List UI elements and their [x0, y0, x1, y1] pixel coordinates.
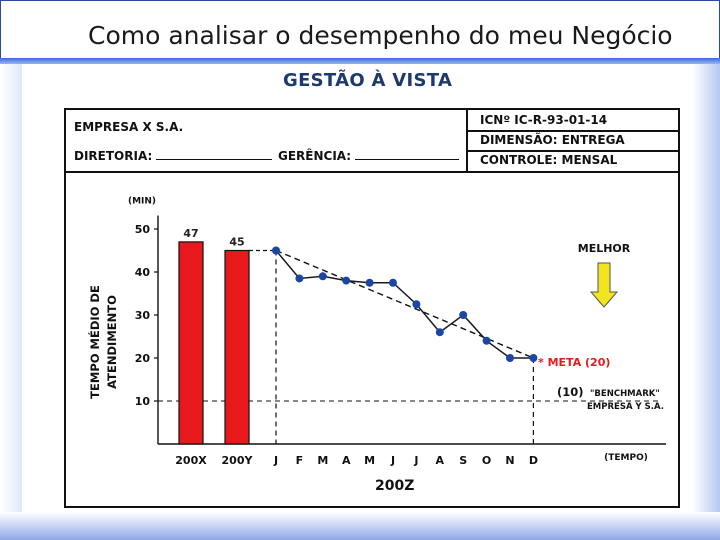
- y-unit-label: (MIN): [128, 197, 156, 207]
- bar-category-label: 200X: [175, 454, 207, 467]
- trend-line: [275, 249, 534, 359]
- chart-svg: 10 20 30 40 50 (MIN) TEMPO MÉDIO DE ATENDIMENTO…: [87, 197, 666, 494]
- bottom-decoration: [0, 512, 720, 540]
- header-row-line-1: [468, 130, 678, 132]
- y-axis-title-line1: TEMPO MÉDIO DE: [87, 285, 102, 399]
- monthly-point: [318, 272, 327, 281]
- benchmark-label: "BENCHMARK": [590, 389, 660, 399]
- month-label: S: [459, 454, 467, 467]
- month-label: M: [364, 454, 375, 467]
- header-bottom-line: [66, 171, 678, 173]
- month-label: A: [436, 454, 445, 467]
- slide-title: Como analisar o desempenho do meu Negóci…: [88, 21, 673, 50]
- management-label: GERÊNCIA:: [278, 149, 352, 163]
- y-tick-label: 50: [135, 223, 151, 236]
- x-unit-label: (TEMPO): [604, 453, 648, 463]
- y-tick-label: 20: [135, 352, 151, 365]
- better-label: MELHOR: [578, 242, 631, 255]
- better-arrow-icon: [589, 262, 619, 308]
- title-underline-bar: [0, 58, 720, 64]
- monthly-point: [342, 276, 351, 285]
- y-axis-title-line2: ATENDIMENTO: [105, 295, 119, 389]
- right-decoration: [692, 64, 720, 540]
- monthly-point: [482, 336, 491, 345]
- dimension-label: DIMENSÃO: ENTREGA: [480, 133, 625, 147]
- month-label: A: [342, 454, 351, 467]
- monthly-point: [435, 328, 444, 337]
- monthly-point: [459, 311, 468, 319]
- monthly-point: [389, 278, 397, 287]
- y-tick-label: 10: [135, 395, 151, 408]
- month-label: J: [413, 454, 418, 467]
- control-label: CONTROLE: MENSAL: [480, 153, 618, 167]
- month-label: J: [390, 454, 395, 467]
- y-tick-label: 30: [135, 309, 151, 322]
- directorate-blank: [156, 159, 273, 160]
- month-label: O: [482, 454, 491, 467]
- chart-heading: GESTÃO À VISTA: [283, 70, 453, 91]
- bar-category-label: 200Y: [222, 454, 254, 467]
- month-label: F: [296, 454, 304, 467]
- monthly-point: [295, 274, 304, 283]
- company-name: EMPRESA X S.A.: [74, 120, 184, 134]
- management-blank: [355, 159, 460, 160]
- directorate-field: DIRETORIA:: [74, 149, 273, 163]
- left-decoration: [0, 64, 22, 540]
- month-label: N: [505, 454, 514, 467]
- month-label: D: [529, 454, 538, 467]
- benchmark-value-label: (10): [557, 385, 584, 399]
- monthly-point: [412, 300, 421, 309]
- directorate-label: DIRETORIA:: [74, 149, 153, 163]
- month-label: M: [317, 454, 328, 467]
- bar-200X: [178, 241, 204, 445]
- bar-value-label: 45: [229, 236, 244, 249]
- meta-label: * META (20): [538, 356, 610, 369]
- header-divider: [466, 110, 468, 171]
- chart-card: EMPRESA X S.A. DIRETORIA: GERÊNCIA: ICNº…: [64, 108, 680, 508]
- monthly-point: [529, 354, 538, 362]
- header-row-line-2: [468, 150, 678, 152]
- monthly-point: [272, 246, 280, 255]
- benchmark-company-label: EMPRESA Y S.A.: [587, 402, 664, 412]
- monthly-point: [506, 354, 514, 362]
- month-label: J: [273, 454, 278, 467]
- icn-code: ICNº IC-R-93-01-14: [480, 113, 608, 127]
- period-label: 200Z: [375, 478, 414, 494]
- bar-200Y: [224, 249, 250, 445]
- y-tick-label: 40: [135, 266, 151, 279]
- monthly-point: [365, 278, 374, 287]
- management-field: GERÊNCIA:: [278, 149, 460, 163]
- bar-value-label: 47: [183, 227, 198, 240]
